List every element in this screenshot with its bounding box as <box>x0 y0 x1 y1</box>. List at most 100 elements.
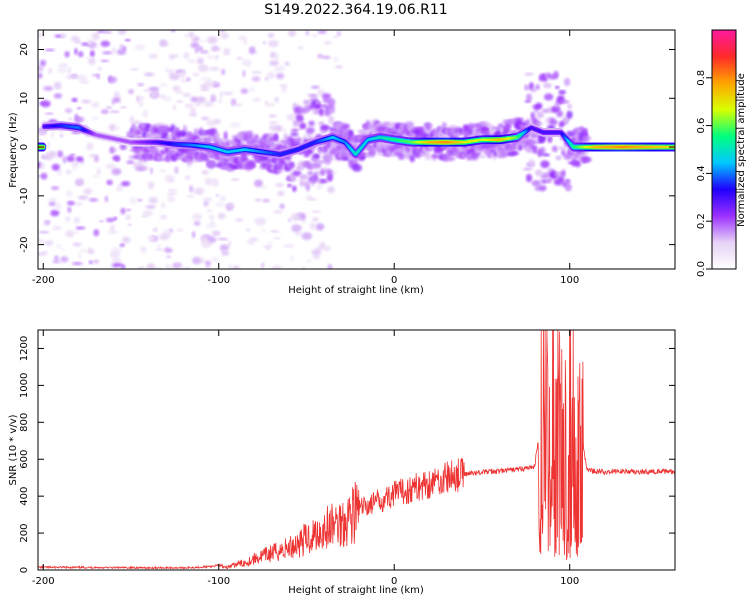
spectrogram-noise-blob <box>114 91 120 99</box>
spectrogram-noise-blob <box>66 190 73 197</box>
spectrogram-spread-blob <box>524 84 529 91</box>
spectrogram-spread-blob <box>555 155 562 161</box>
spectrogram-noise-blob <box>327 186 335 194</box>
spectrogram-noise-blob <box>46 141 51 150</box>
spectrogram-noise-blob <box>50 209 60 217</box>
spectrogram-noise-blob <box>301 266 306 269</box>
spectrogram-noise-blob <box>311 34 318 38</box>
spectrogram-spread-blob <box>305 184 310 192</box>
spectrogram-noise-blob <box>57 150 64 158</box>
spectrogram-noise-blob <box>40 163 46 169</box>
spectrogram-noise-blob <box>283 243 295 249</box>
spectrogram-spread-blob <box>247 130 254 139</box>
spectrogram-noise-blob <box>75 116 85 121</box>
spectrogram-noise-blob <box>206 208 213 213</box>
spectrogram-noise-blob <box>179 265 183 269</box>
spectrogram-noise-blob <box>269 60 279 66</box>
snr-series-line <box>38 330 675 570</box>
spectrogram-xtick-label: -100 <box>207 275 230 286</box>
spectrogram-spread-blob <box>547 177 553 184</box>
spectrogram-noise-blob <box>247 61 251 68</box>
spectrogram-noise-blob <box>317 53 323 59</box>
spectrogram-noise-blob <box>260 262 265 269</box>
spectrogram-spread-blob <box>543 82 552 89</box>
spectrogram-noise-blob <box>209 214 215 220</box>
spectrogram-spread-blob <box>148 153 154 161</box>
spectrogram-noise-blob <box>77 51 84 58</box>
spectrogram-noise-blob <box>79 249 88 253</box>
spectrogram-noise-blob <box>226 202 235 209</box>
spectrogram-spread-blob <box>397 152 406 160</box>
spectrogram-spread-blob <box>317 160 326 164</box>
spectrogram-noise-blob <box>104 30 112 34</box>
spectrogram-spread-blob <box>533 147 538 154</box>
spectrogram-noise-blob <box>170 30 176 33</box>
colorbar-gradient <box>711 29 737 270</box>
spectrogram-spread-blob <box>292 170 302 177</box>
spectrogram-noise-blob <box>211 45 219 52</box>
spectrogram-noise-blob <box>184 175 191 180</box>
spectrogram-noise-blob <box>60 256 69 263</box>
spectrogram-noise-blob <box>192 72 200 77</box>
spectrogram-noise-blob <box>175 91 184 94</box>
spectrogram-noise-blob <box>199 235 208 242</box>
spectrogram-noise-blob <box>182 92 192 98</box>
spectrogram-noise-blob <box>151 228 157 231</box>
spectrogram-noise-blob <box>76 74 88 82</box>
spectrogram-noise-blob <box>192 34 196 40</box>
spectrogram-noise-blob <box>315 223 325 231</box>
snr-ytick-label: 800 <box>19 413 30 432</box>
spectrogram-noise-blob <box>206 54 215 59</box>
spectrogram-spread-blob <box>300 106 311 113</box>
spectrogram-noise-blob <box>243 38 247 46</box>
spectrogram-spread-blob <box>522 167 533 171</box>
spectrogram-noise-blob <box>220 195 226 202</box>
spectrogram-noise-blob <box>84 188 93 195</box>
spectrogram-noise-blob <box>71 97 78 103</box>
spectrogram-spread-blob <box>535 102 543 110</box>
spectrogram-noise-blob <box>74 231 80 234</box>
spectrogram-noise-blob <box>116 49 127 56</box>
spectrogram-noise-blob <box>154 248 166 251</box>
spectrogram-noise-blob <box>149 167 154 175</box>
spectrogram-noise-blob <box>56 66 68 74</box>
snr-ytick-label: 200 <box>19 524 30 543</box>
spectrogram-noise-blob <box>88 197 99 202</box>
spectrogram-xlabel: Height of straight line (km) <box>288 285 424 296</box>
spectrogram-noise-blob <box>64 51 70 58</box>
spectrogram-spread-blob <box>424 154 433 160</box>
spectrogram-spread-blob <box>311 162 322 169</box>
spectrogram-spread-blob <box>531 86 536 93</box>
spectrogram-noise-blob <box>84 56 93 59</box>
spectrogram-noise-blob <box>207 36 218 44</box>
spectrogram-noise-blob <box>221 251 230 256</box>
spectrogram-noise-blob <box>120 181 131 187</box>
spectrogram-noise-blob <box>89 50 95 58</box>
spectrogram-spread-blob <box>415 150 422 159</box>
spectrogram-spread-blob <box>326 173 334 182</box>
spectrogram-noise-blob <box>75 156 84 163</box>
spectrogram-noise-blob <box>159 214 167 220</box>
spectrogram-noise-blob <box>72 166 77 171</box>
spectrogram-spread-blob <box>534 180 541 187</box>
spectrogram-spread-blob <box>278 161 286 165</box>
spectrogram-spread-blob <box>535 169 543 177</box>
spectrogram-noise-blob <box>230 122 241 128</box>
spectrogram-noise-blob <box>137 198 143 202</box>
spectrogram-noise-blob <box>275 183 285 188</box>
spectrogram-noise-blob <box>124 38 131 42</box>
spectrogram-noise-blob <box>174 166 179 174</box>
spectrogram-noise-blob <box>162 96 173 102</box>
spectrogram-spread-blob <box>315 100 320 105</box>
spectrogram-noise-blob <box>264 102 275 107</box>
spectrogram-spread-blob <box>489 124 495 134</box>
spectrogram-spread-blob <box>320 124 330 131</box>
spectrogram-spread-blob <box>349 157 360 164</box>
spectrogram-spread-blob <box>377 123 384 127</box>
spectrogram-noise-blob <box>191 231 196 239</box>
spectrogram-noise-blob <box>44 48 55 52</box>
spectrogram-noise-blob <box>97 67 102 71</box>
spectrogram-noise-blob <box>43 240 54 247</box>
